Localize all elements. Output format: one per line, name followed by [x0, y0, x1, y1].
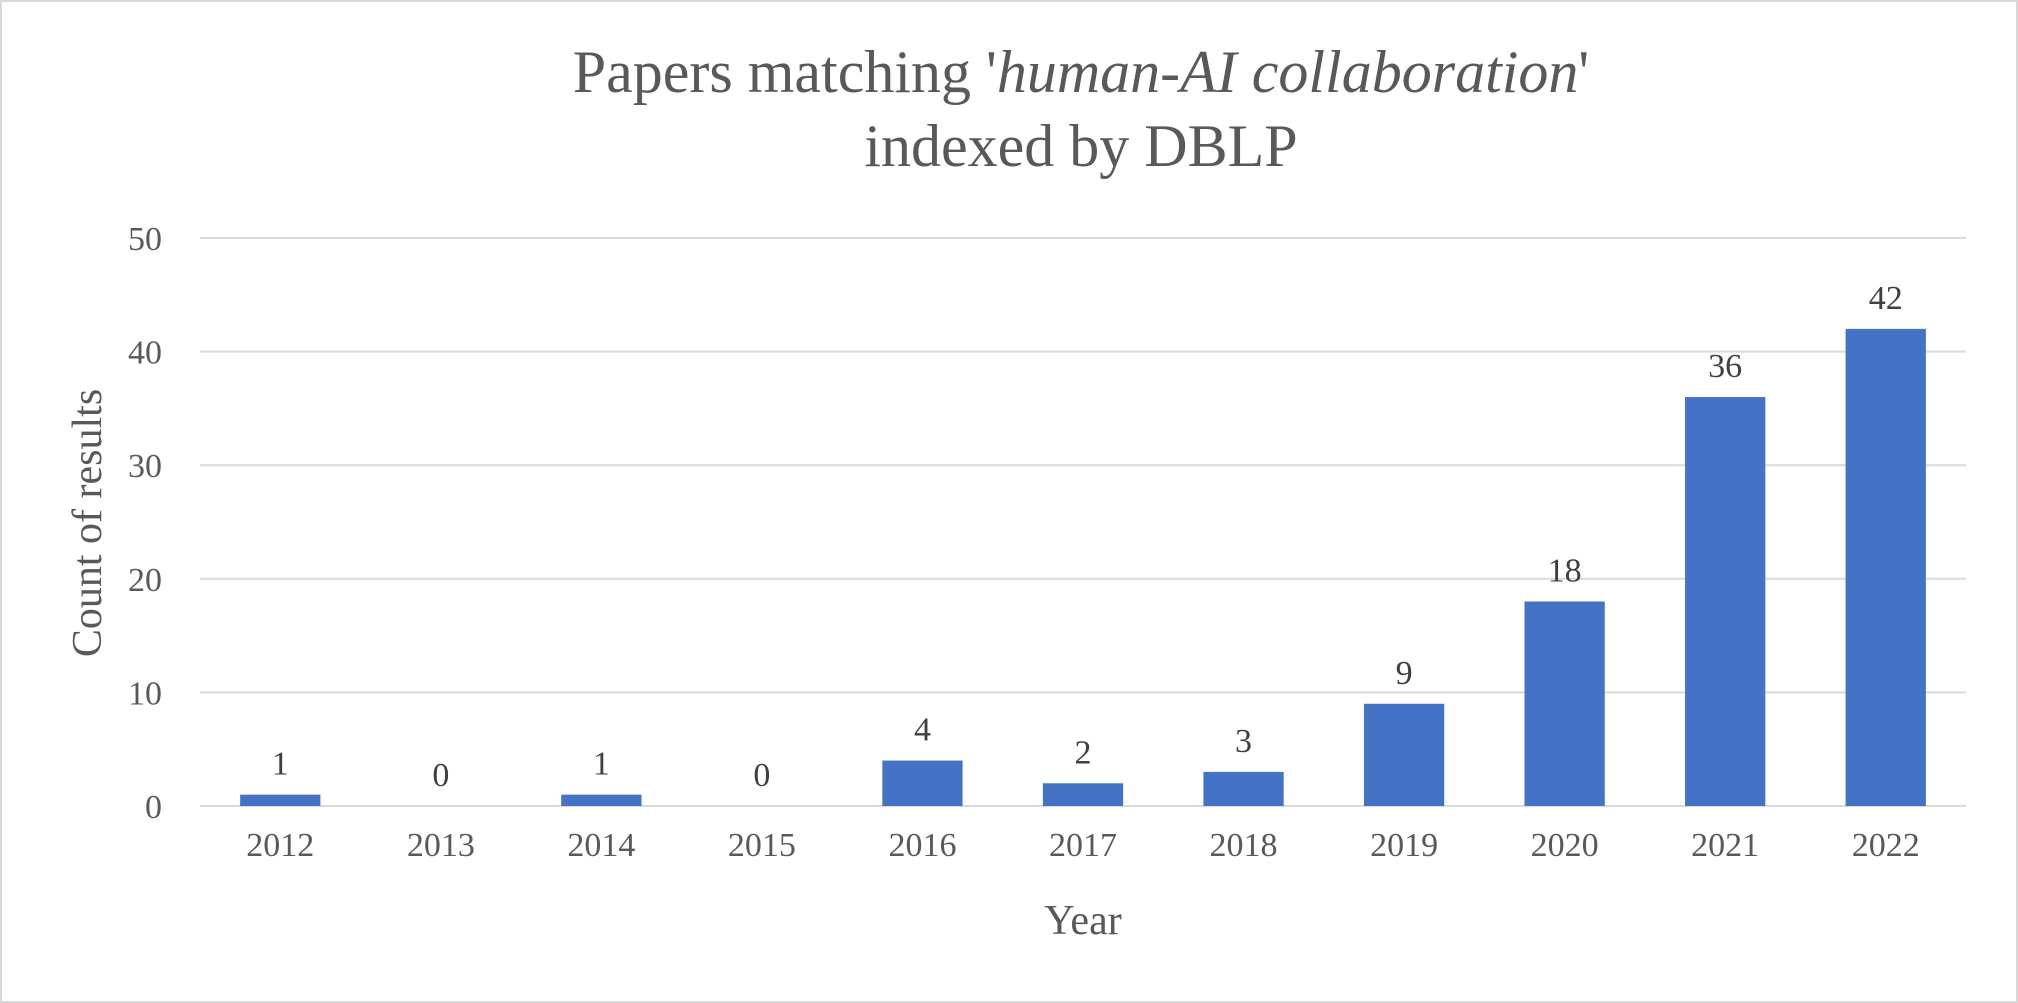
data-label-2013: 0 — [432, 757, 449, 794]
x-tick-label-2018: 2018 — [1210, 827, 1278, 864]
x-axis-ticks: 2012 2013 2014 2015 2016 2017 2018 2019 2020 2021… — [246, 827, 1919, 864]
x-tick-label-2020: 2020 — [1531, 827, 1599, 864]
bar-2019 — [1363, 703, 1445, 806]
chart-title-italic: human-AI collaboration — [997, 39, 1579, 105]
y-tick-label: 30 — [128, 448, 162, 485]
data-label-2021: 36 — [1708, 348, 1742, 385]
gridlines — [200, 237, 1966, 807]
y-tick-label: 40 — [128, 335, 162, 372]
bars — [240, 328, 1926, 806]
y-tick-label: 10 — [128, 675, 162, 712]
x-tick-label-2022: 2022 — [1852, 827, 1920, 864]
x-tick-label-2012: 2012 — [246, 827, 314, 864]
data-label-2018: 3 — [1235, 723, 1252, 760]
x-axis-title: Year — [1044, 898, 1121, 944]
bar-2018 — [1203, 771, 1284, 806]
bar-2022 — [1845, 328, 1926, 806]
y-axis-title: Count of results — [65, 389, 111, 657]
x-tick-label-2016: 2016 — [888, 827, 956, 864]
data-label-2022: 42 — [1869, 280, 1903, 317]
x-tick-label-2015: 2015 — [728, 827, 796, 864]
data-label-2016: 4 — [914, 712, 931, 749]
y-tick-label: 0 — [145, 789, 162, 826]
data-label-2012: 1 — [272, 746, 289, 783]
chart-title-line-2: indexed by DBLP — [864, 113, 1297, 179]
bar-2016 — [882, 760, 963, 806]
bar-2014 — [561, 794, 642, 806]
chart-title-prefix: Papers matching ' — [573, 39, 997, 105]
y-tick-label: 20 — [128, 562, 162, 599]
data-label-2019: 9 — [1396, 655, 1413, 692]
y-axis-ticks: 0 10 20 30 40 50 — [128, 221, 162, 826]
bar-2017 — [1042, 783, 1124, 806]
x-tick-label-2017: 2017 — [1049, 827, 1117, 864]
bar-2012 — [240, 794, 321, 806]
data-label-2015: 0 — [753, 757, 770, 794]
data-label-2020: 18 — [1548, 553, 1582, 590]
x-tick-label-2021: 2021 — [1691, 827, 1759, 864]
y-tick-label: 50 — [128, 221, 162, 258]
x-tick-label-2013: 2013 — [407, 827, 475, 864]
data-label-2014: 1 — [593, 746, 610, 783]
chart-title-suffix: ' — [1578, 39, 1589, 105]
bar-2020 — [1524, 601, 1605, 806]
chart-title-line-1: Papers matching 'human-AI collaboration' — [573, 39, 1589, 105]
x-tick-label-2014: 2014 — [567, 827, 635, 864]
bar-2021 — [1685, 397, 1766, 806]
x-tick-label-2019: 2019 — [1370, 827, 1438, 864]
data-label-2017: 2 — [1075, 734, 1092, 771]
